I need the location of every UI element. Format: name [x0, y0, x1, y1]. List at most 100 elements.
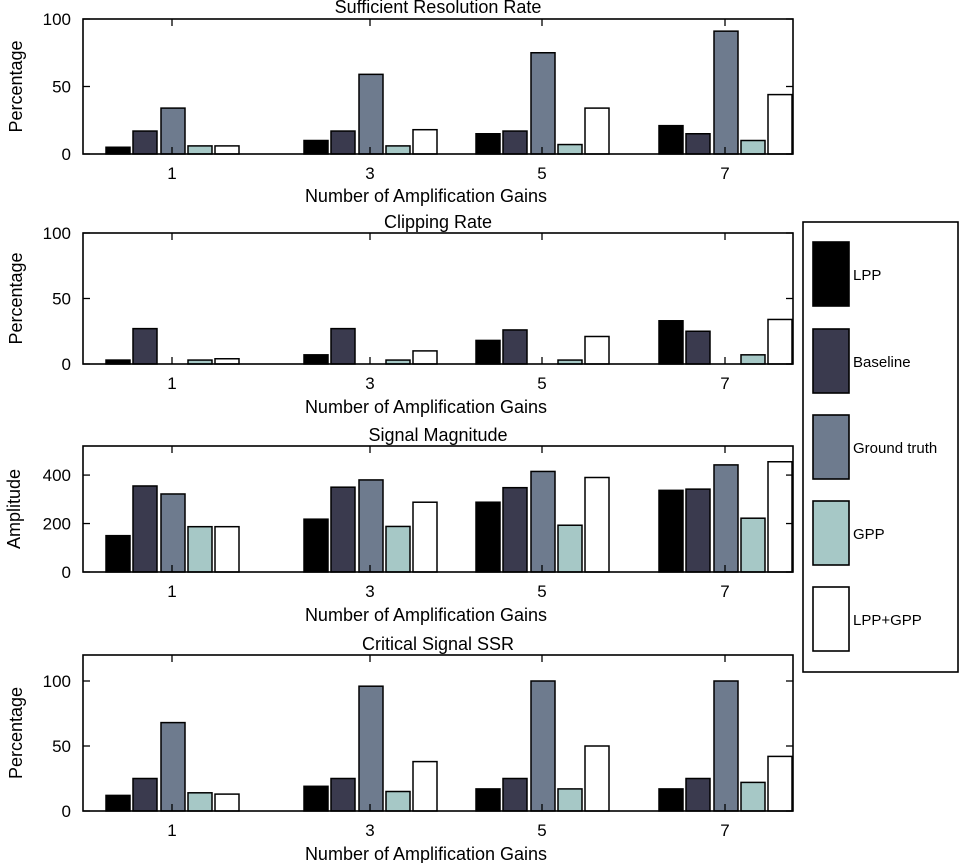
bar-lpp-gpp-3	[412, 128, 438, 155]
x-tick-label: 1	[167, 582, 176, 601]
bar-gpp-1	[187, 792, 213, 812]
bar-ground-truth-1	[160, 493, 186, 573]
bar-ground-truth-1	[160, 721, 186, 812]
y-tick-label: 0	[62, 145, 71, 164]
bar-baseline-3	[330, 130, 356, 155]
chart-title: Clipping Rate	[384, 212, 492, 232]
x-tick-label: 7	[720, 821, 729, 840]
legend-swatch-ground-truth	[812, 414, 850, 480]
bar-gpp-3	[385, 790, 411, 812]
bar-baseline-5	[502, 130, 528, 155]
bar-gpp-7	[740, 139, 766, 155]
bar-lpp-gpp-7	[767, 93, 793, 155]
bar-lpp-gpp-7	[767, 461, 793, 573]
panel-1: Sufficient Resolution Rate 0 50 100 1 3 5 7 Numb…	[6, 0, 794, 206]
bar-lpp-1	[105, 534, 131, 573]
bar-baseline-5	[502, 329, 528, 365]
y-tick-label: 100	[43, 224, 71, 243]
legend-label: LPP	[853, 267, 881, 284]
y-axis-label: Percentage	[6, 40, 26, 132]
chart-title: Signal Magnitude	[368, 425, 507, 445]
x-tick-label: 3	[365, 374, 374, 393]
bar-ground-truth-5	[530, 680, 556, 812]
bar-baseline-1	[132, 130, 158, 155]
y-tick-label: 100	[43, 672, 71, 691]
bar-lpp-3	[303, 354, 329, 365]
panel-4: Critical Signal SSR 0 50 100 1 3 5 7 Number of A…	[6, 634, 794, 863]
x-tick-label: 1	[167, 374, 176, 393]
legend-swatch-lpp	[812, 241, 850, 307]
bar-ground-truth-7	[713, 30, 739, 155]
x-tick-label: 5	[537, 582, 546, 601]
bar-gpp-5	[557, 524, 583, 573]
bar-ground-truth-7	[713, 464, 739, 573]
y-tick-label: 0	[62, 355, 71, 374]
bar-ground-truth-3	[358, 73, 384, 155]
x-axis-label: Number of Amplification Gains	[305, 186, 547, 206]
bar-lpp-gpp-7	[767, 318, 793, 365]
x-tick-label: 3	[365, 821, 374, 840]
y-tick-label: 200	[43, 515, 71, 534]
x-tick-label: 5	[537, 164, 546, 183]
bar-lpp-gpp-3	[412, 501, 438, 573]
x-tick-label: 1	[167, 164, 176, 183]
bar-gpp-7	[740, 781, 766, 812]
bar-baseline-7	[685, 330, 711, 365]
y-tick-label: 50	[52, 290, 71, 309]
y-axis-label: Percentage	[6, 687, 26, 779]
bar-lpp-gpp-1	[214, 793, 240, 812]
panel-3: Signal Magnitude 0 200 400 1 3 5 7 Number of Amp…	[4, 425, 794, 625]
bar-ground-truth-5	[530, 52, 556, 155]
bar-lpp-gpp-3	[412, 760, 438, 812]
bar-baseline-5	[502, 486, 528, 573]
x-axis-label: Number of Amplification Gains	[305, 397, 547, 417]
y-tick-label: 50	[52, 78, 71, 97]
y-tick-label: 100	[43, 10, 71, 29]
bar-ground-truth-1	[160, 107, 186, 155]
y-tick-label: 0	[62, 802, 71, 821]
x-tick-label: 1	[167, 821, 176, 840]
x-tick-label: 7	[720, 164, 729, 183]
bar-lpp-3	[303, 518, 329, 573]
bar-lpp-gpp-3	[412, 350, 438, 365]
bar-baseline-3	[330, 777, 356, 812]
bar-lpp-7	[658, 788, 684, 812]
bar-gpp-1	[187, 525, 213, 573]
legend-label: Ground truth	[853, 440, 937, 457]
bar-lpp-7	[658, 320, 684, 365]
legend-swatch-gpp	[812, 500, 850, 566]
chart-title: Critical Signal SSR	[362, 634, 514, 654]
bar-ground-truth-7	[713, 680, 739, 812]
y-tick-label: 400	[43, 466, 71, 485]
legend-swatch-lpp-gpp	[812, 586, 850, 652]
bar-lpp-5	[475, 501, 501, 573]
bar-lpp-5	[475, 788, 501, 812]
bar-lpp-7	[658, 489, 684, 573]
bar-lpp-5	[475, 339, 501, 365]
x-tick-label: 3	[365, 582, 374, 601]
bar-gpp-3	[385, 145, 411, 155]
x-tick-label: 5	[537, 821, 546, 840]
bar-ground-truth-5	[530, 470, 556, 573]
bar-lpp-7	[658, 124, 684, 155]
bar-baseline-3	[330, 486, 356, 573]
x-axis-label: Number of Amplification Gains	[305, 844, 547, 863]
bar-lpp-1	[105, 146, 131, 155]
bar-lpp-gpp-7	[767, 755, 793, 812]
bar-baseline-1	[132, 327, 158, 365]
bar-lpp-gpp-1	[214, 525, 240, 573]
bar-lpp-gpp-1	[214, 145, 240, 155]
bar-lpp-gpp-5	[584, 745, 610, 812]
y-axis-label: Percentage	[6, 252, 26, 344]
bar-lpp-3	[303, 785, 329, 812]
legend-swatch-baseline	[812, 328, 850, 394]
x-tick-label: 3	[365, 164, 374, 183]
bar-lpp-gpp-5	[584, 476, 610, 573]
bar-lpp-1	[105, 794, 131, 812]
bar-lpp-5	[475, 133, 501, 155]
y-axis-label: Amplitude	[4, 469, 24, 549]
bar-baseline-7	[685, 488, 711, 573]
bar-ground-truth-3	[358, 479, 384, 573]
bar-baseline-7	[685, 777, 711, 812]
